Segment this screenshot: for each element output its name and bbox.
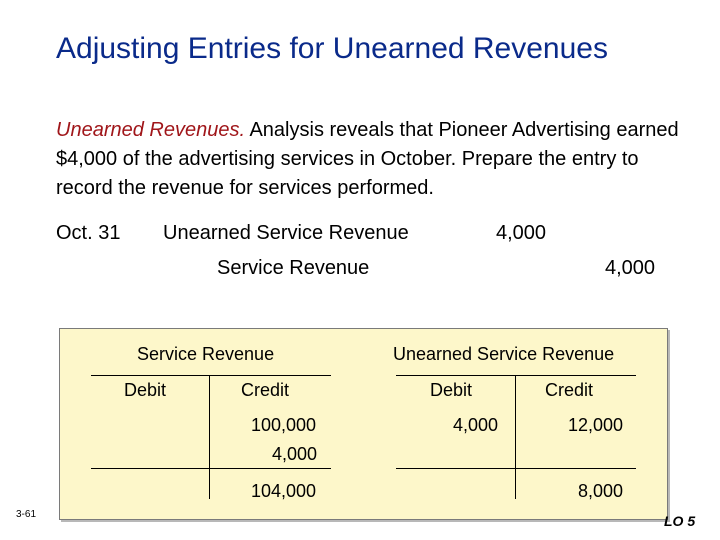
t-account-credit-label: Credit (241, 380, 290, 400)
t-account-credit-entry: 12,000 (568, 415, 624, 435)
entry-debit-account: Unearned Service Revenue (163, 222, 409, 244)
entry-debit-amount: 4,000 (496, 222, 547, 244)
t-account-credit-entry: 4,000 (272, 444, 318, 464)
t-account-debit-label: Debit (124, 380, 167, 400)
t-account-title: Service Revenue (137, 344, 275, 364)
t-account-credit-label: Credit (545, 380, 594, 400)
t-account-debit-label: Debit (430, 380, 473, 400)
t-account-total-line (91, 468, 331, 469)
t-account-divider (209, 375, 210, 499)
t-accounts-panel (59, 328, 668, 520)
t-account-credit-entry: 100,000 (251, 415, 317, 435)
slide-number: 3-61 (16, 509, 37, 520)
t-account-divider (515, 375, 516, 499)
t-account-total-line (396, 468, 636, 469)
entry-credit-account: Service Revenue (217, 257, 370, 279)
t-account-credit-balance: 104,000 (251, 481, 317, 501)
problem-text: Unearned Revenues. Analysis reveals that… (56, 116, 696, 203)
t-account-debit-entry: 4,000 (453, 415, 499, 435)
t-account-top-line (91, 375, 331, 376)
entry-credit-amount: 4,000 (605, 257, 656, 279)
learning-objective: LO 5 (664, 513, 696, 529)
problem-body: Analysis reveals that Pioneer Advertisin… (56, 119, 679, 199)
slide-title: Adjusting Entries for Unearned Revenues (56, 32, 608, 65)
problem-lead: Unearned Revenues. (56, 119, 246, 141)
t-account-title: Unearned Service Revenue (393, 344, 615, 364)
t-account-credit-balance: 8,000 (578, 481, 624, 501)
t-account-top-line (396, 375, 636, 376)
entry-date: Oct. 31 (56, 222, 121, 244)
